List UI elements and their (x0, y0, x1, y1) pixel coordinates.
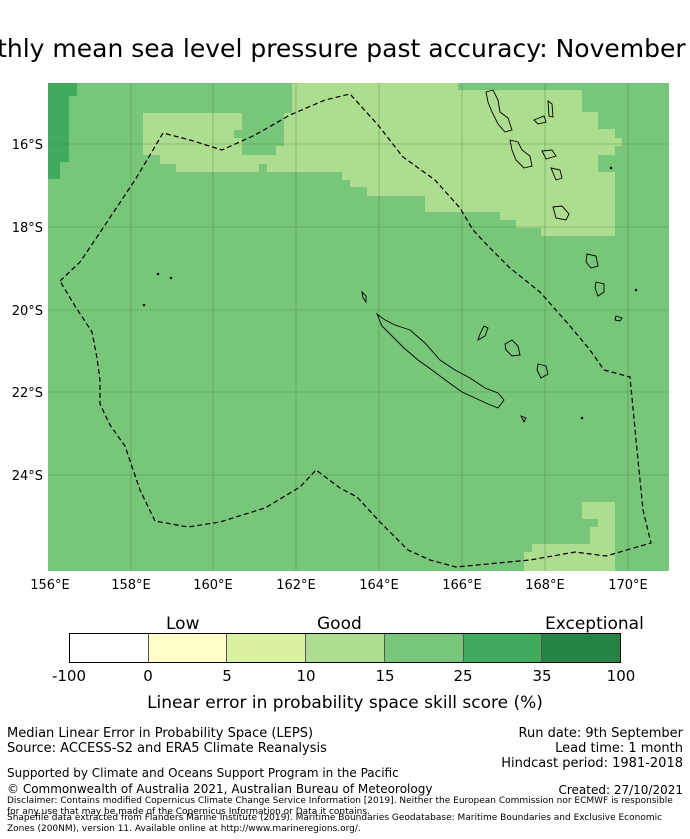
colorbar-tick: -100 (51, 667, 87, 685)
created-date: Created: 27/10/2021 (558, 783, 683, 797)
disclaimer: Disclaimer: Contains modified Copernicus… (7, 796, 673, 817)
lon-label: 164°E (359, 578, 399, 593)
lon-label: 162°E (276, 578, 316, 593)
colorbar-tick: 15 (375, 667, 395, 685)
colorbar-segment (542, 634, 621, 662)
colorbar-tick: 25 (453, 667, 473, 685)
lon-label: 166°E (442, 578, 482, 593)
new-caledonia-outline (375, 312, 505, 409)
colorbar-segment (306, 634, 385, 662)
colorbar-segment (227, 634, 307, 662)
lat-label: 16°S (12, 138, 43, 153)
copyright: © Commonwealth of Australia 2021, Austra… (7, 782, 433, 796)
leps-map: 16°S 18°S 20°S 22°S 24°S 156°E 158°E 160… (12, 83, 669, 593)
lon-label: 156°E (30, 578, 70, 593)
shapefile-credit: Shapefile data extracted from Flanders M… (7, 813, 663, 834)
skill-field-light (143, 83, 622, 571)
colorbar-label: Linear error in probability space skill … (147, 693, 543, 713)
supported-by: Supported by Climate and Oceans Support … (7, 766, 399, 780)
colorbar-tick: 10 (296, 667, 316, 685)
colorbar-segment (70, 634, 149, 662)
lat-label: 18°S (12, 221, 43, 236)
category-low: Low (166, 614, 200, 634)
category-good: Good (317, 614, 362, 634)
lead-time: Lead time: 1 month (555, 741, 683, 756)
colorbar (69, 633, 621, 663)
colorbar-tick: 35 (532, 667, 552, 685)
skill-field-dark (48, 83, 77, 179)
lon-label: 158°E (111, 578, 151, 593)
lon-label: 170°E (608, 578, 648, 593)
colorbar-tick: 100 (606, 667, 636, 685)
lon-label: 160°E (193, 578, 233, 593)
category-exceptional: Exceptional (545, 614, 644, 634)
islands (142, 89, 638, 424)
colorbar-segment (463, 634, 543, 662)
colorbar-segment (384, 634, 464, 662)
colorbar-tick: 5 (222, 667, 232, 685)
lat-label: 20°S (12, 304, 43, 319)
graticule (48, 83, 669, 571)
run-date: Run date: 9th September (518, 726, 683, 741)
eez-boundary (59, 93, 652, 568)
lat-label: 22°S (12, 386, 43, 401)
source-text: Source: ACCESS-S2 and ERA5 Climate Reana… (7, 741, 327, 756)
map-title: Monthly mean sea level pressure past acc… (0, 34, 686, 63)
lat-label: 24°S (12, 469, 43, 484)
hindcast-period: Hindcast period: 1981-2018 (501, 756, 683, 771)
product-name: Median Linear Error in Probability Space… (7, 726, 314, 741)
lon-label: 168°E (525, 578, 565, 593)
colorbar-segment (148, 634, 228, 662)
colorbar-tick: 0 (143, 667, 153, 685)
